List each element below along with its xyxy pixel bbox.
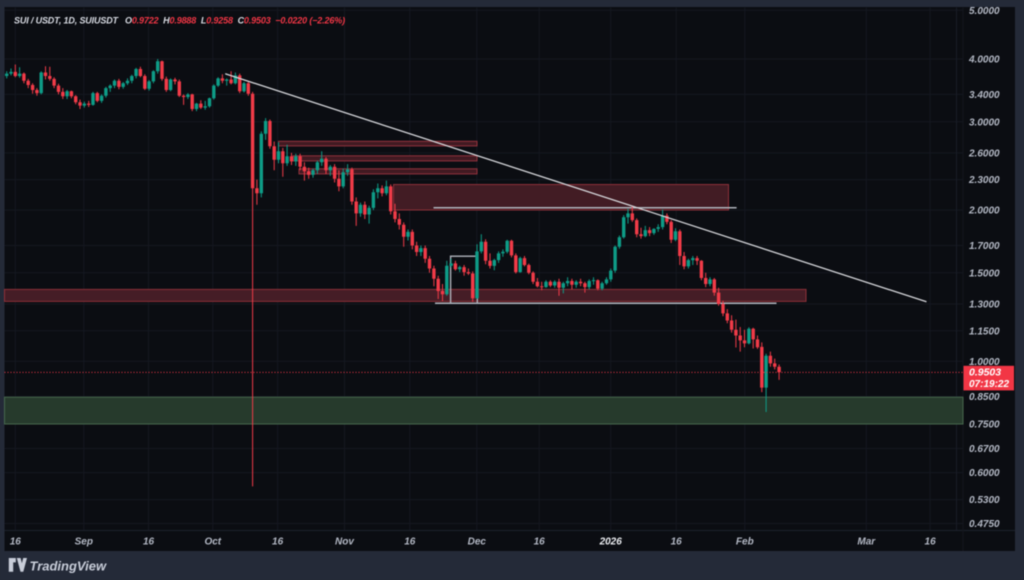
svg-text:16: 16 <box>143 537 155 548</box>
svg-text:0.6700: 0.6700 <box>969 444 1000 455</box>
svg-text:Mar: Mar <box>857 537 876 548</box>
svg-text:1.0000: 1.0000 <box>969 357 1000 368</box>
svg-text:Nov: Nov <box>335 537 355 548</box>
svg-text:1.3000: 1.3000 <box>969 300 1000 311</box>
svg-text:1.7000: 1.7000 <box>969 241 1000 252</box>
svg-text:4.0000: 4.0000 <box>968 55 1000 66</box>
svg-text:2.6000: 2.6000 <box>968 149 1000 160</box>
svg-text:1.1500: 1.1500 <box>969 326 1000 337</box>
svg-text:TradingView: TradingView <box>30 558 107 573</box>
svg-text:16: 16 <box>534 537 546 548</box>
svg-text:0.8500: 0.8500 <box>969 392 1000 403</box>
svg-text:2.0000: 2.0000 <box>968 206 1000 217</box>
svg-text:2026: 2026 <box>599 537 623 548</box>
svg-text:16: 16 <box>925 537 937 548</box>
svg-text:16: 16 <box>671 537 683 548</box>
svg-text:2.3000: 2.3000 <box>968 175 1000 186</box>
svg-text:1.5000: 1.5000 <box>969 268 1000 279</box>
svg-text:16: 16 <box>272 537 284 548</box>
svg-text:16: 16 <box>404 537 416 548</box>
svg-text:0.5300: 0.5300 <box>969 495 1000 506</box>
svg-text:0.9503: 0.9503 <box>969 366 1001 378</box>
svg-text:0.7500: 0.7500 <box>969 420 1000 431</box>
svg-text:0.6000: 0.6000 <box>969 468 1000 479</box>
svg-text:5.0000: 5.0000 <box>969 6 1000 17</box>
svg-text:3.4000: 3.4000 <box>969 90 1000 101</box>
svg-text:16: 16 <box>10 537 22 548</box>
svg-text:3.0000: 3.0000 <box>969 117 1000 128</box>
svg-text:Oct: Oct <box>204 537 221 548</box>
svg-text:0.4750: 0.4750 <box>969 519 1000 530</box>
svg-text:Dec: Dec <box>468 537 487 548</box>
svg-text:07:19:22: 07:19:22 <box>969 379 1009 390</box>
svg-text:Sep: Sep <box>75 537 93 548</box>
svg-text:SUI / USDT, 1D, SUIUSDT O0.9: SUI / USDT, 1D, SUIUSDT O0.9722 H0.9888 … <box>14 15 345 25</box>
svg-text:Feb: Feb <box>736 537 754 548</box>
